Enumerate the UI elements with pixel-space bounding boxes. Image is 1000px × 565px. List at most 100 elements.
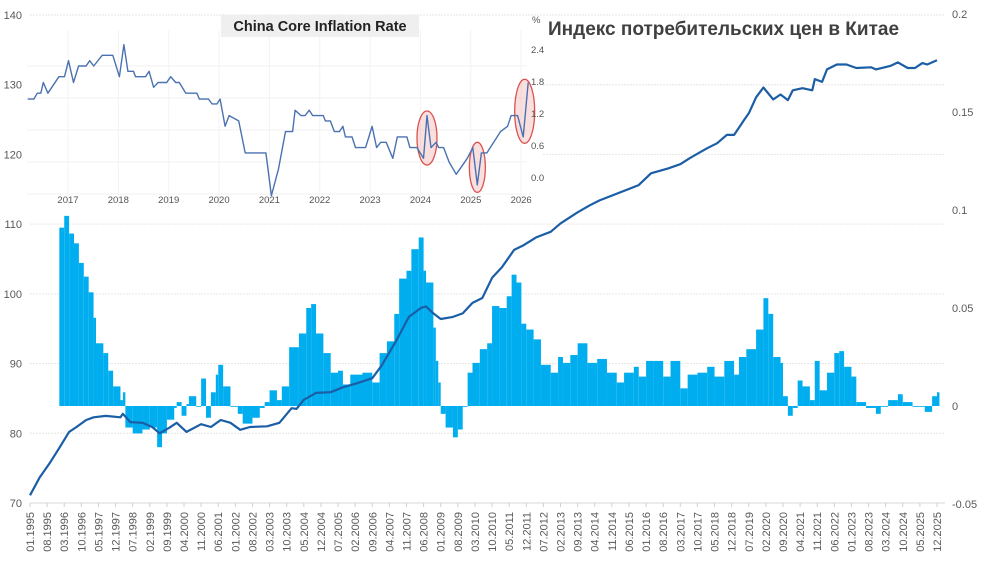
inset-x-tick-label: 2019 [158, 195, 179, 206]
inset-gridlines [27, 30, 527, 207]
bar [516, 282, 522, 406]
bar [69, 233, 75, 406]
x-axis-tick-label: 04.2000 [179, 512, 191, 552]
bar [577, 343, 588, 406]
inset-x-tick-label: 2017 [57, 195, 78, 206]
bar [59, 227, 65, 406]
bar [445, 406, 453, 428]
bar [426, 282, 434, 406]
x-axis-tick-label: 02.2006 [350, 512, 362, 552]
bar [215, 374, 219, 406]
x-axis-tick-label: 04.2007 [384, 512, 396, 552]
bar [181, 406, 187, 416]
bar [680, 388, 688, 406]
bar [670, 360, 681, 406]
bar [323, 353, 331, 406]
bar [316, 333, 324, 406]
bar [562, 362, 571, 406]
bar [606, 372, 617, 406]
bar [734, 374, 739, 406]
bar [162, 406, 167, 434]
main-title: Индекс потребительских цен в Китае [548, 19, 899, 40]
x-axis-tick-label: 08.2002 [247, 512, 259, 552]
x-axis-tick-label: 10.2017 [692, 512, 704, 552]
bar [281, 386, 290, 406]
bar [176, 402, 182, 406]
bar [937, 392, 940, 406]
x-axis-tick-label: 02.1999 [145, 512, 157, 552]
bar [237, 406, 243, 414]
inset-y-tick-label: 0.0 [531, 173, 544, 184]
x-axis-tick-label: 09.2020 [778, 512, 790, 552]
bar [157, 406, 163, 448]
bar [423, 270, 427, 406]
bar [687, 374, 698, 406]
bar [819, 390, 827, 406]
yoy-bars [59, 215, 940, 448]
x-axis-tick-label: 06.2015 [624, 512, 636, 552]
bar [264, 402, 270, 406]
bar [714, 376, 725, 406]
bar [922, 406, 925, 407]
bar [897, 394, 903, 406]
bar [633, 366, 639, 406]
bar [433, 327, 436, 406]
bar [74, 243, 79, 406]
bar [902, 402, 913, 406]
inset-core-inflation-chart: China Core Inflation Rate % 2017 2018 2019… [25, 15, 544, 208]
bar [773, 357, 781, 406]
bar [467, 372, 473, 406]
x-axis-tick-label: 09.2013 [573, 512, 585, 552]
x-axis-tick-label: 01.2009 [436, 512, 448, 552]
bar [814, 360, 820, 406]
bar [457, 406, 463, 430]
bar [932, 396, 937, 406]
bar [311, 304, 317, 406]
bar [856, 402, 867, 406]
bar [201, 378, 207, 406]
bar [792, 406, 798, 408]
bar [802, 386, 810, 406]
x-axis-tick-label: 12.2018 [727, 512, 739, 552]
x-axis-tick-label: 12.2004 [316, 512, 328, 552]
x-axis-tick-label: 08.1995 [42, 512, 54, 552]
bar [462, 406, 468, 407]
x-axis-tick-label: 01.2023 [846, 512, 858, 552]
x-axis-tick-label: 10.2003 [282, 512, 294, 552]
bar [218, 364, 224, 406]
right-axis-tick-label: 0.15 [952, 107, 973, 119]
inset-y-axis: 0.0 0.6 1.2 1.8 2.4 [531, 45, 544, 184]
bar [132, 406, 143, 434]
bar [866, 406, 876, 408]
x-axis-tick-label: 08.2016 [658, 512, 670, 552]
bar [93, 317, 97, 406]
x-axis-tick-label: 03.2003 [265, 512, 277, 552]
bar [174, 406, 177, 408]
bar [616, 382, 625, 406]
x-axis-tick-label: 11.2000 [196, 512, 208, 551]
bar [142, 406, 150, 430]
x-axis-tick-label: 01.2016 [641, 512, 653, 552]
bar [411, 249, 419, 406]
x-axis-tick-label: 11.2014 [607, 512, 619, 551]
bar [624, 372, 634, 406]
x-axis-tick-label: 01.1995 [25, 512, 37, 552]
bar [638, 376, 647, 406]
bar [113, 386, 121, 406]
bar [746, 349, 757, 406]
bar [276, 400, 282, 406]
left-axis-tick-label: 90 [10, 359, 22, 371]
bar [506, 296, 512, 406]
inset-x-tick-label: 2026 [511, 195, 532, 206]
x-axis-tick-label: 11.2021 [812, 512, 824, 551]
x-axis-tick-label: 03.2017 [675, 512, 687, 552]
bar [206, 406, 211, 418]
bar [406, 270, 412, 406]
bar [646, 360, 654, 406]
inset-x-tick-label: 2024 [410, 195, 431, 206]
bar [342, 384, 351, 406]
bar [223, 386, 231, 406]
bar [259, 406, 265, 408]
x-axis-tick-label: 03.2024 [881, 512, 893, 552]
